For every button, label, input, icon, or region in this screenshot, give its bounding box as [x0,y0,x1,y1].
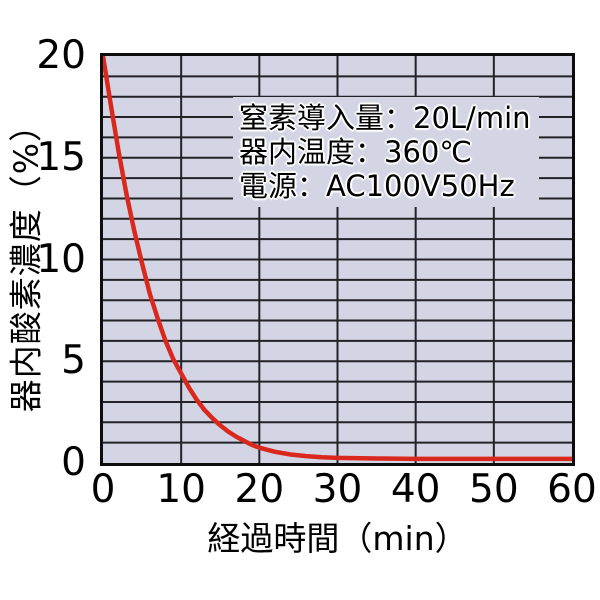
x-axis-tick-labels: 0 10 20 30 40 50 60 [91,467,597,512]
annotation-power-supply: 電源：AC100V50Hz [239,169,515,203]
annotation-box: 窒素導入量：20L/min 器内温度：360℃ 電源：AC100V50Hz [233,97,539,207]
x-tick-label: 50 [469,467,519,512]
y-tick-label: 5 [61,338,86,384]
y-tick-label: 0 [61,440,86,485]
x-tick-label: 40 [390,467,441,512]
y-tick-label: 10 [36,236,86,282]
data-curve [103,56,572,462]
plot-area: 窒素導入量：20L/min 器内温度：360℃ 電源：AC100V50Hz [100,53,575,466]
x-axis-title: 経過時間（min） [207,519,468,558]
x-tick-label: 0 [90,467,116,512]
y-tick-label: 15 [36,134,86,180]
x-tick-label: 60 [547,467,597,512]
x-tick-label: 30 [312,467,363,512]
y-axis-tick-labels: 0 5 10 15 20 [0,33,90,485]
x-tick-label: 20 [234,467,285,512]
x-tick-label: 10 [156,467,206,512]
annotation-nitrogen-flow: 窒素導入量：20L/min [239,101,531,135]
annotation-chamber-temperature: 器内温度：360℃ [239,135,472,169]
y-tick-label: 20 [36,33,86,78]
